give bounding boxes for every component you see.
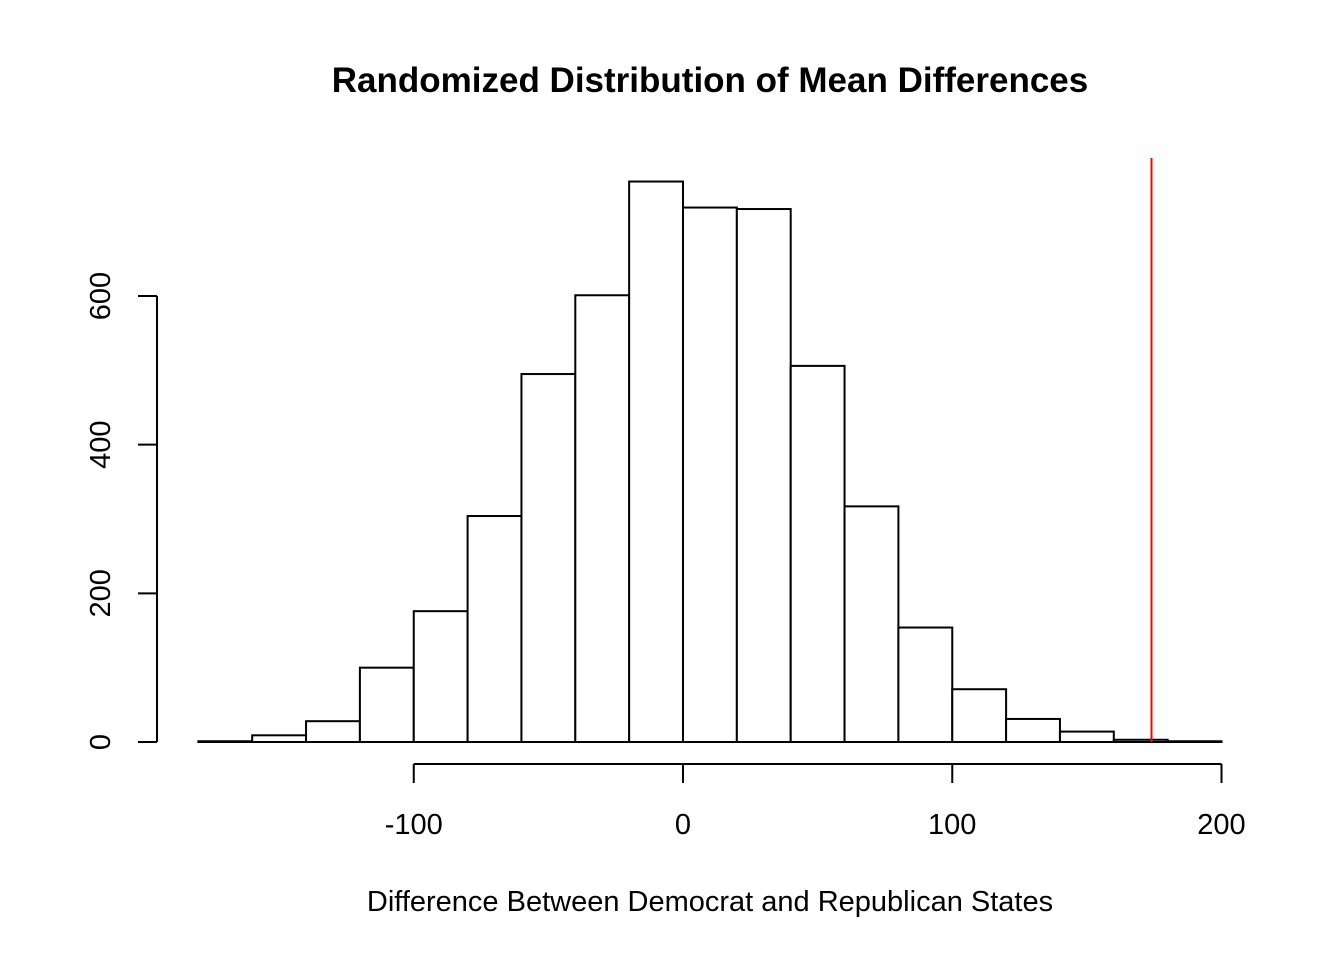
y-axis: 0 200 400 600 bbox=[85, 272, 158, 750]
histogram-bar bbox=[682, 206, 738, 743]
x-tick-label: -100 bbox=[385, 809, 443, 841]
histogram-bar bbox=[305, 720, 361, 743]
histogram-bar bbox=[789, 364, 846, 743]
histogram-bar bbox=[843, 505, 900, 744]
histogram-bar bbox=[412, 610, 469, 743]
y-tick-label: 200 bbox=[85, 569, 117, 617]
x-tick-label: 100 bbox=[928, 809, 976, 841]
y-tick-label: 0 bbox=[85, 734, 117, 750]
histogram-bar bbox=[1058, 730, 1115, 743]
histogram-bar bbox=[951, 688, 1008, 743]
histogram-bar bbox=[1112, 738, 1169, 744]
chart-title: Randomized Distribution of Mean Differen… bbox=[332, 61, 1088, 100]
histogram-bar bbox=[466, 515, 523, 743]
x-tick-label: 0 bbox=[675, 809, 691, 841]
x-axis: -100 0 100 200 bbox=[385, 763, 1246, 841]
x-tick-label: 200 bbox=[1197, 809, 1245, 841]
histogram-bar bbox=[197, 740, 254, 743]
histogram-bar bbox=[520, 373, 577, 743]
histogram-bars bbox=[197, 180, 1223, 744]
histogram-bar bbox=[251, 734, 308, 743]
x-axis-label: Difference Between Democrat and Republic… bbox=[367, 886, 1053, 918]
histogram-bar bbox=[735, 208, 792, 743]
y-tick-label: 400 bbox=[85, 420, 117, 468]
y-tick-label: 600 bbox=[85, 272, 117, 320]
histogram-bar bbox=[1005, 717, 1061, 743]
histogram-bar bbox=[628, 180, 685, 743]
histogram-bar bbox=[574, 294, 631, 743]
histogram-bar bbox=[1166, 740, 1223, 743]
histogram-bar bbox=[358, 666, 415, 744]
histogram-bar bbox=[897, 626, 954, 744]
